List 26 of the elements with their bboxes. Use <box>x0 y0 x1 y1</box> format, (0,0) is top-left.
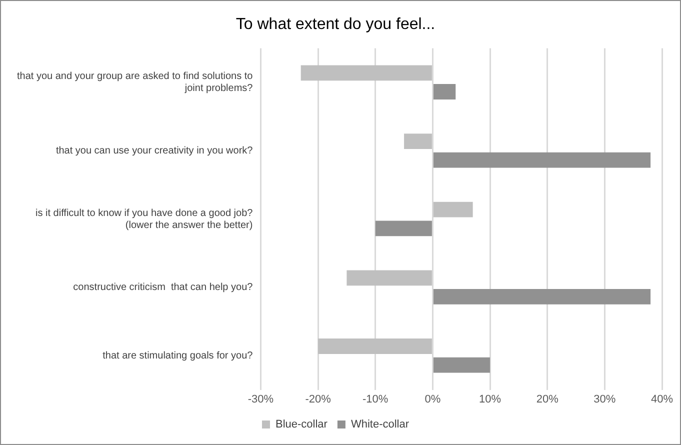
x-tick-label: 10% <box>479 393 502 406</box>
bar <box>433 357 490 373</box>
bar <box>375 220 432 236</box>
y-tick-label: that are stimulating goals for you? <box>102 350 254 362</box>
bar <box>433 202 473 218</box>
bar <box>433 289 651 304</box>
bar <box>404 134 432 149</box>
x-tick-label: 30% <box>594 393 616 406</box>
bar <box>300 65 432 81</box>
y-tick-label: is it difficult to know if you have done a good job? (lower the answer the better) <box>36 208 254 231</box>
bar <box>433 84 456 100</box>
y-tick-label: that you can use your creativity in you work? <box>56 145 254 156</box>
bar <box>433 152 651 168</box>
bar <box>346 270 432 286</box>
x-tick-label: -30% <box>248 393 274 406</box>
x-tick-label: 0% <box>424 393 441 406</box>
x-tick-label: -20% <box>305 393 332 406</box>
legend-label: White-collar <box>350 418 410 431</box>
y-tick-label: constructive criticism that can help you? <box>73 282 254 294</box>
x-tick-label: 40% <box>650 393 674 406</box>
bar <box>318 338 432 354</box>
legend-label: Blue-collar <box>275 418 328 431</box>
y-tick-label: that you and your group are asked to find solutions to joint problems? <box>16 71 254 94</box>
x-tick-label: -10% <box>362 393 388 406</box>
chart-title: To what extent do you feel... <box>236 16 436 34</box>
x-tick-label: 20% <box>536 393 559 406</box>
